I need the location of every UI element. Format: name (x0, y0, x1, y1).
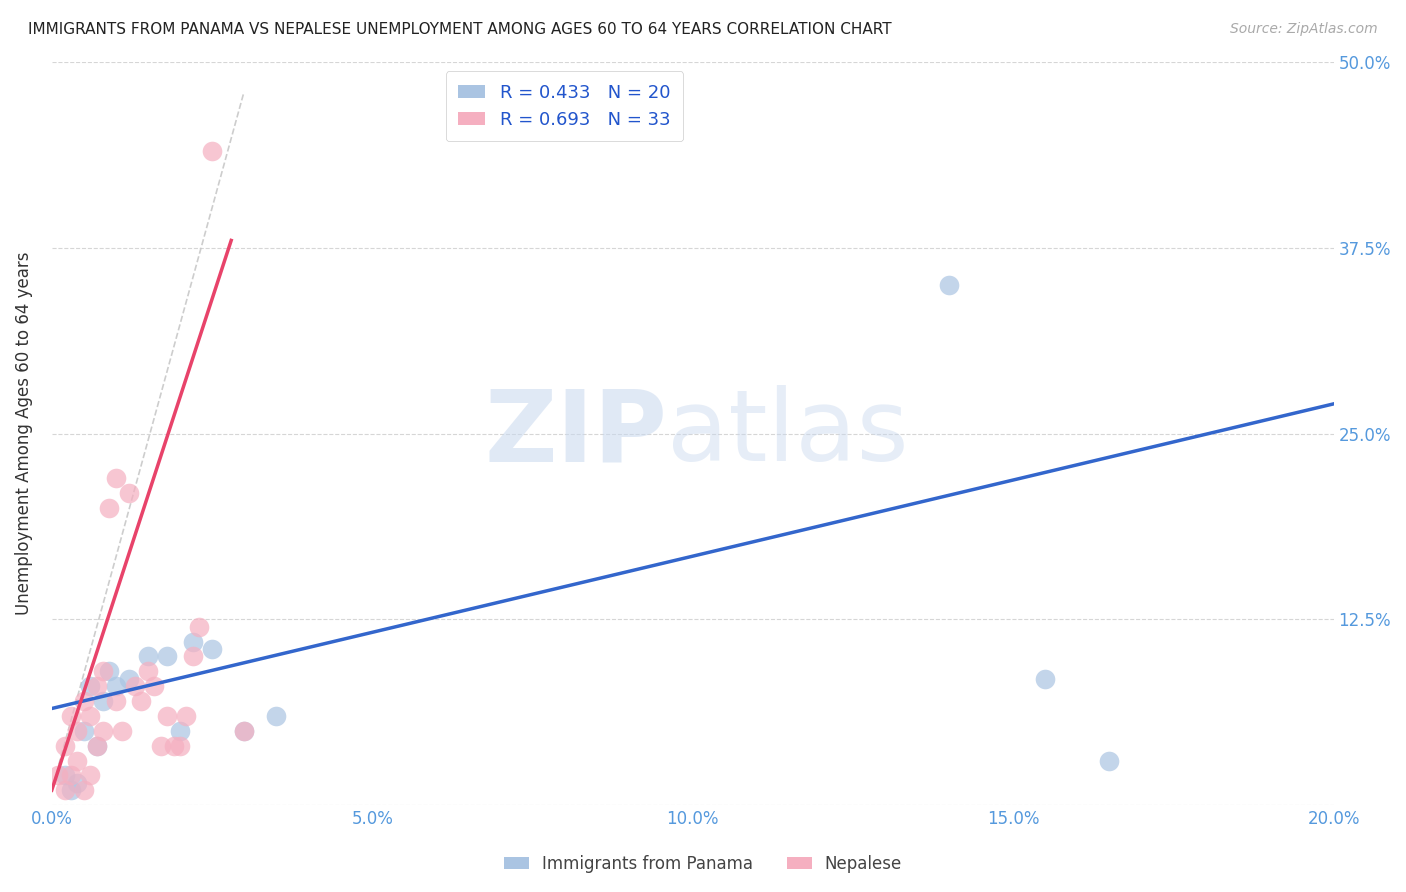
Point (98, 665, 121, 679)
Point (201, 642, 224, 657)
Point (86, 679, 108, 693)
Point (104, 471, 127, 485)
Point (233, 723, 256, 738)
Point (73, 783, 96, 797)
Point (59, 709, 82, 723)
Point (176, 709, 198, 723)
Point (149, 739, 172, 753)
Point (73, 694, 96, 708)
Point (162, 739, 184, 753)
Point (143, 679, 166, 693)
Point (169, 723, 191, 738)
Point (91, 723, 114, 738)
Point (66, 723, 89, 738)
Point (188, 620, 211, 634)
Point (181, 634, 204, 648)
Text: atlas: atlas (666, 385, 908, 482)
Point (264, 709, 287, 723)
Text: Source: ZipAtlas.com: Source: ZipAtlas.com (1230, 22, 1378, 37)
Point (201, 145, 224, 159)
Point (73, 723, 96, 738)
Point (1033, 672, 1056, 686)
Point (66, 754, 89, 768)
Point (156, 649, 179, 664)
Point (938, 278, 960, 293)
Point (53, 739, 76, 753)
Point (104, 694, 127, 708)
Point (1098, 754, 1121, 768)
Point (136, 649, 159, 664)
Point (91, 694, 114, 708)
Point (131, 694, 153, 708)
Point (86, 739, 108, 753)
Legend: R = 0.433   N = 20, R = 0.693   N = 33: R = 0.433 N = 20, R = 0.693 N = 33 (446, 71, 683, 142)
Point (79, 709, 101, 723)
Text: IMMIGRANTS FROM PANAMA VS NEPALESE UNEMPLOYMENT AMONG AGES 60 TO 64 YEARS CORREL: IMMIGRANTS FROM PANAMA VS NEPALESE UNEMP… (28, 22, 891, 37)
Point (46, 768, 69, 782)
Point (169, 739, 191, 753)
Y-axis label: Unemployment Among Ages 60 to 64 years: Unemployment Among Ages 60 to 64 years (15, 252, 32, 615)
Point (181, 649, 204, 664)
Text: ZIP: ZIP (484, 385, 666, 482)
Point (124, 679, 146, 693)
Point (59, 768, 82, 782)
Point (53, 768, 76, 782)
Legend: Immigrants from Panama, Nepalese: Immigrants from Panama, Nepalese (498, 848, 908, 880)
Point (136, 665, 159, 679)
Point (118, 486, 141, 500)
Point (233, 723, 256, 738)
Point (59, 783, 82, 797)
Point (156, 709, 179, 723)
Point (98, 500, 121, 515)
Point (91, 665, 114, 679)
Point (118, 672, 141, 686)
Point (66, 776, 89, 790)
Point (79, 768, 101, 782)
Point (86, 739, 108, 753)
Point (79, 679, 101, 693)
Point (53, 783, 76, 797)
Point (111, 723, 134, 738)
Point (104, 679, 127, 693)
